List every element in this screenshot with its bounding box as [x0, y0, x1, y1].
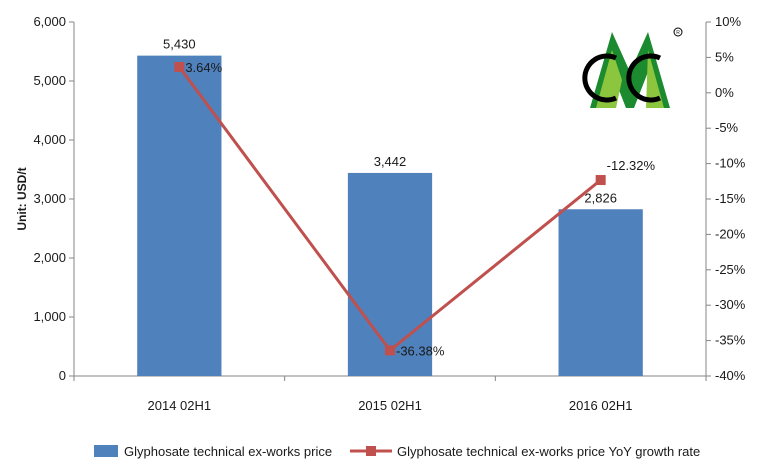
y-tick-label-right: -5% [715, 120, 739, 135]
y-tick-label-right: -30% [715, 297, 746, 312]
bar-value-label: 2,826 [584, 190, 617, 205]
x-tick-label: 2014 02H1 [148, 398, 212, 413]
line-series [174, 62, 606, 356]
y-tick-label-right: -25% [715, 262, 746, 277]
y-tick-label-right: -15% [715, 191, 746, 206]
y-tick-label-left: 5,000 [33, 73, 66, 88]
y-tick-label-left: 4,000 [33, 132, 66, 147]
data-labels: 5,430 3,442 2,826 3.64% -36.38% -12.32% [163, 37, 655, 359]
y-tick-label-right: -40% [715, 368, 746, 383]
y-tick-label-left: 0 [59, 368, 66, 383]
bar [137, 55, 222, 376]
line-marker [385, 345, 395, 356]
y-tick-label-left: 3,000 [33, 191, 66, 206]
y-tick-label-left: 2,000 [33, 250, 66, 265]
legend: Glyphosate technical ex-works price Glyph… [94, 444, 700, 459]
y-tick-label-left: 1,000 [33, 309, 66, 324]
y-tick-label-right: 5% [715, 49, 734, 64]
bar-value-label: 5,430 [163, 37, 196, 52]
y-tick-label-right: -10% [715, 156, 746, 171]
axes: 0 1,000 2,000 3,000 4,000 5,000 6,000 -40% -35% -… [33, 14, 745, 413]
y-tick-label-left: 6,000 [33, 14, 66, 29]
line-value-label: -12.32% [607, 158, 656, 173]
bar-series [137, 55, 643, 376]
y-tick-label-right: -35% [715, 333, 746, 348]
bar [347, 172, 433, 376]
line-marker [174, 62, 185, 73]
legend-swatch-bar [94, 445, 118, 457]
cmc-logo: R [582, 27, 683, 108]
y-axis-title: Unit: USD/t [15, 167, 29, 230]
line-marker [595, 175, 606, 186]
y-tick-label-right: 0% [715, 85, 734, 100]
x-tick-label: 2016 02H1 [569, 398, 633, 413]
line-value-label: 3.64% [185, 60, 222, 75]
legend-swatch-marker [366, 446, 376, 456]
legend-label-bar: Glyphosate technical ex-works price [124, 444, 332, 459]
x-tick-label: 2015 02H1 [358, 398, 422, 413]
legend-label-line: Glyphosate technical ex-works price YoY … [397, 444, 700, 459]
line-value-label: -36.38% [396, 343, 445, 358]
bar-value-label: 3,442 [374, 154, 407, 169]
bar [558, 209, 643, 376]
registered-mark: R [676, 30, 680, 36]
y-tick-label-right: 10% [715, 14, 741, 29]
y-tick-label-right: -20% [715, 226, 746, 241]
